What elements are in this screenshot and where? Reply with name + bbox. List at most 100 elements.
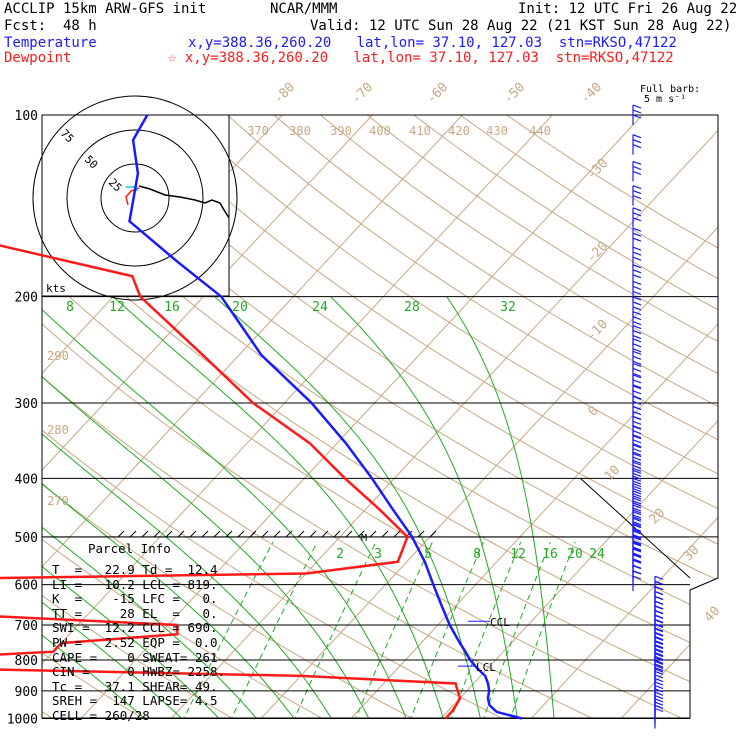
- moist-adiabat-label: 16: [164, 300, 180, 315]
- parcel-info-row: CAPE = 0 SWEAT= 261: [52, 649, 218, 665]
- wind-barb-flag: [632, 355, 642, 360]
- wind-barb-flag: [632, 516, 642, 521]
- wind-barb-flag: [632, 527, 642, 532]
- freezing-hatch: [237, 530, 245, 538]
- wind-barb-flag: [632, 290, 642, 295]
- mixing-ratio-label: 3: [374, 547, 382, 562]
- wind-barb-flag: [654, 623, 664, 628]
- mixing-ratio-line: [225, 541, 318, 718]
- isotherm-label: 30: [681, 543, 703, 565]
- moist-adiabat-label: 8: [66, 300, 74, 315]
- wind-barb-flag: [632, 410, 642, 416]
- moist-adiabat-line: [42, 296, 232, 718]
- wind-barb-flag: [632, 430, 642, 435]
- moist-adiabat-line: [42, 296, 412, 718]
- isobar-lines: 100 200 300 400 500 600 700 800 900 1000: [7, 109, 719, 728]
- wind-barb-flag: [632, 552, 642, 557]
- isotherm-line: [42, 115, 399, 718]
- wind-barb-flag: [632, 139, 642, 144]
- mixing-ratio-label: 20: [567, 547, 583, 562]
- freezing-hatch: [117, 530, 125, 538]
- theta-label: 380: [289, 124, 311, 138]
- wind-barb-flag: [632, 514, 642, 519]
- wind-barb-flag: [632, 535, 642, 540]
- wind-barb-flag: [654, 707, 664, 713]
- wind-barb-flag: [654, 670, 664, 675]
- wind-barb-flag: [632, 554, 642, 559]
- dry-adiabat-line: [42, 115, 347, 718]
- parcel-info-row: CELL = 260/28: [52, 708, 150, 723]
- wind-barb-flag: [632, 330, 642, 335]
- wind-barb-flag: [632, 558, 642, 563]
- wind-barb-flag: [632, 269, 642, 274]
- temperature-legend: Temperature: [4, 35, 97, 51]
- freezing-hatch: [429, 530, 437, 538]
- wind-barb-flag: [654, 627, 664, 632]
- ccl-label: CCL: [490, 616, 510, 629]
- model-title: ACCLIP 15km ARW-GFS init: [4, 1, 207, 17]
- wind-barb-flag: [654, 618, 664, 624]
- dry-adiabat-line: [226, 115, 718, 718]
- wind-barb-flag: [632, 451, 642, 456]
- wind-barb-flag: [632, 553, 642, 558]
- wind-barb-flag: [654, 595, 664, 600]
- wind-barb-flag: [632, 529, 642, 534]
- hodograph-ring: [32, 95, 238, 301]
- pressure-tick-label: 400: [15, 472, 38, 487]
- wind-barb-flag: [654, 698, 664, 703]
- sounding-profiles: CCL LCL M: [0, 114, 523, 720]
- pressure-tick-label: 700: [15, 619, 38, 634]
- parcel-info-row: SREH = 147 LAPSE= 4.5: [52, 693, 218, 709]
- wind-barb-flag: [654, 632, 664, 637]
- wind-barb-flag: [632, 493, 642, 498]
- wind-barb-flag: [654, 605, 664, 610]
- wind-barb-flag: [632, 477, 642, 482]
- parcel-info-row: LI = 10.2 LCL = 819.: [52, 576, 218, 592]
- melting-level-label: M: [361, 533, 367, 544]
- dry-adiabat-line: [320, 115, 718, 718]
- freezing-hatch: [393, 530, 401, 538]
- pressure-tick-label: 100: [15, 109, 38, 124]
- wind-barb-flag: [654, 600, 664, 605]
- forecast-hour: Fcst: 48 h: [4, 18, 97, 34]
- wind-barb-flag: [632, 483, 642, 488]
- wind-barb-flag: [632, 467, 642, 472]
- wind-barb-flag: [632, 456, 642, 461]
- wind-barb-flag: [654, 684, 664, 690]
- hodograph-units: kts: [46, 282, 66, 295]
- pressure-tick-label: 300: [15, 397, 38, 412]
- isotherm-line: [608, 115, 718, 718]
- isotherm-line: [158, 115, 718, 718]
- isotherm-line: [42, 115, 489, 718]
- freezing-hatch: [213, 530, 221, 538]
- wind-barb-flag: [632, 384, 642, 389]
- hodograph-ring: [66, 129, 204, 267]
- wind-barb-flag: [632, 511, 642, 516]
- wind-barb-flag: [632, 390, 642, 395]
- isotherm-label: -20: [584, 239, 611, 266]
- dry-adiabat-line: [42, 115, 621, 718]
- wind-barb-flag: [632, 497, 642, 502]
- parcel-info-row: SWI = 12.2 CCL = 690.: [52, 620, 218, 636]
- freezing-hatch: [369, 530, 377, 538]
- wind-barb-flag: [632, 547, 642, 552]
- moist-adiabat-line: [330, 296, 520, 718]
- isotherm-line: [338, 115, 718, 718]
- moist-adiabat-line: [42, 296, 304, 718]
- freezing-hatch: [273, 530, 281, 538]
- wind-barb-flag: [632, 301, 642, 306]
- wind-barb-flag: [632, 362, 642, 367]
- wind-barb-flag: [632, 415, 642, 420]
- wind-barb-flag: [632, 540, 642, 545]
- barb-legend-title: Full barb:: [640, 84, 701, 95]
- mixing-ratio-line: [405, 541, 484, 718]
- pressure-tick-label: 1000: [7, 713, 38, 728]
- parcel-info-title: Parcel Info: [88, 541, 171, 556]
- wind-barb-flag: [632, 495, 642, 500]
- wind-barb-flag: [632, 190, 642, 195]
- pressure-tick-label: 500: [15, 531, 38, 546]
- freezing-hatch: [333, 530, 341, 538]
- wind-barb-flag: [632, 296, 642, 301]
- wind-barb-flag: [632, 565, 642, 570]
- wind-barb-flag: [632, 570, 642, 575]
